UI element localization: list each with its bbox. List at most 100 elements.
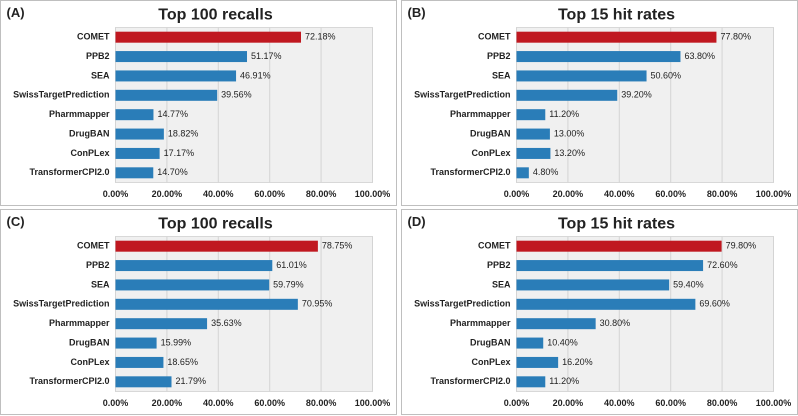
x-tick-label: 60.00% [254, 189, 285, 199]
value-label: 11.20% [549, 376, 579, 386]
bar [115, 147, 160, 159]
category-label: Pharmmapper [450, 318, 511, 328]
bar [516, 128, 550, 140]
category-label: DrugBAN [69, 337, 110, 347]
value-label: 77.80% [720, 32, 751, 42]
bar [516, 240, 722, 252]
bar [516, 31, 717, 43]
value-label: 59.40% [673, 279, 704, 289]
panel-label: (B) [408, 5, 426, 20]
category-label: SwissTargetPrediction [13, 90, 109, 100]
bar [115, 337, 157, 349]
category-label: SEA [492, 279, 511, 289]
value-label: 46.91% [240, 70, 271, 80]
bar [115, 51, 248, 63]
bar [516, 167, 529, 179]
category-label: ConPLex [70, 357, 109, 367]
x-tick-label: 40.00% [604, 398, 635, 408]
value-label: 13.20% [554, 148, 585, 158]
bar [516, 89, 618, 101]
bar [516, 337, 544, 349]
category-label: COMET [77, 241, 110, 251]
x-tick-label: 0.00% [504, 398, 530, 408]
x-tick-label: 60.00% [655, 398, 686, 408]
category-label: PPB2 [487, 260, 511, 270]
value-label: 11.20% [549, 109, 579, 119]
bar [115, 31, 302, 43]
category-label: COMET [478, 241, 511, 251]
value-label: 50.60% [651, 70, 682, 80]
category-label: SEA [91, 70, 110, 80]
value-label: 39.20% [621, 90, 652, 100]
value-label: 30.80% [600, 318, 631, 328]
x-tick-label: 60.00% [655, 189, 686, 199]
x-tick-label: 0.00% [103, 189, 129, 199]
category-label: ConPLex [471, 148, 510, 158]
bar [516, 318, 596, 330]
value-label: 78.75% [322, 241, 353, 251]
bar [516, 70, 647, 82]
panel: (C) Top 100 recalls 0.00% 20.00% 40.00% 60.00… [0, 209, 397, 415]
bar [115, 240, 318, 252]
value-label: 59.79% [273, 279, 304, 289]
value-label: 70.95% [302, 299, 333, 309]
panel-label: (C) [7, 214, 25, 229]
bar [115, 70, 237, 82]
bar [516, 376, 546, 388]
plot-area [115, 27, 373, 183]
value-label: 72.60% [707, 260, 738, 270]
bar [115, 298, 298, 310]
x-tick-label: 100.00% [355, 398, 391, 408]
x-tick-label: 40.00% [604, 189, 635, 199]
category-label: Pharmmapper [49, 318, 110, 328]
value-label: 18.65% [167, 357, 198, 367]
x-tick-label: 100.00% [756, 189, 792, 199]
category-label: ConPLex [70, 148, 109, 158]
chart-title: Top 15 hit rates [558, 216, 675, 233]
x-tick-label: 40.00% [203, 189, 234, 199]
value-label: 14.70% [157, 167, 188, 177]
x-tick-label: 0.00% [103, 398, 129, 408]
category-label: SwissTargetPrediction [13, 299, 109, 309]
bar [516, 356, 559, 368]
category-label: PPB2 [86, 51, 110, 61]
value-label: 17.17% [164, 148, 195, 158]
x-tick-label: 60.00% [254, 398, 285, 408]
value-label: 13.00% [554, 128, 585, 138]
category-label: DrugBAN [470, 337, 511, 347]
panel: (D) Top 15 hit rates 0.00% 20.00% 40.00% 60.0… [401, 209, 798, 415]
category-label: SEA [492, 70, 511, 80]
bar [115, 356, 164, 368]
x-tick-label: 20.00% [152, 189, 183, 199]
bar [516, 109, 546, 121]
bar [115, 260, 273, 272]
x-tick-label: 100.00% [756, 398, 792, 408]
x-tick-label: 100.00% [355, 189, 391, 199]
value-label: 35.63% [211, 318, 242, 328]
x-tick-label: 20.00% [553, 398, 584, 408]
value-label: 79.80% [726, 241, 757, 251]
category-label: COMET [77, 32, 110, 42]
bar [115, 279, 270, 291]
x-tick-label: 80.00% [707, 398, 738, 408]
category-label: Pharmmapper [450, 109, 511, 119]
bar [115, 128, 164, 140]
bar [115, 376, 172, 388]
bar [516, 298, 696, 310]
bar [516, 279, 670, 291]
plot-area [115, 236, 373, 392]
category-label: TransformerCPI2.0 [29, 167, 109, 177]
value-label: 72.18% [305, 32, 336, 42]
category-label: DrugBAN [470, 128, 511, 138]
plot-area [516, 27, 774, 183]
category-label: TransformerCPI2.0 [29, 376, 109, 386]
value-label: 51.17% [251, 51, 282, 61]
bar [516, 260, 704, 272]
value-label: 69.60% [699, 299, 730, 309]
x-tick-label: 0.00% [504, 189, 530, 199]
category-label: Pharmmapper [49, 109, 110, 119]
category-label: ConPLex [471, 357, 510, 367]
category-label: PPB2 [86, 260, 110, 270]
bar [115, 109, 154, 121]
